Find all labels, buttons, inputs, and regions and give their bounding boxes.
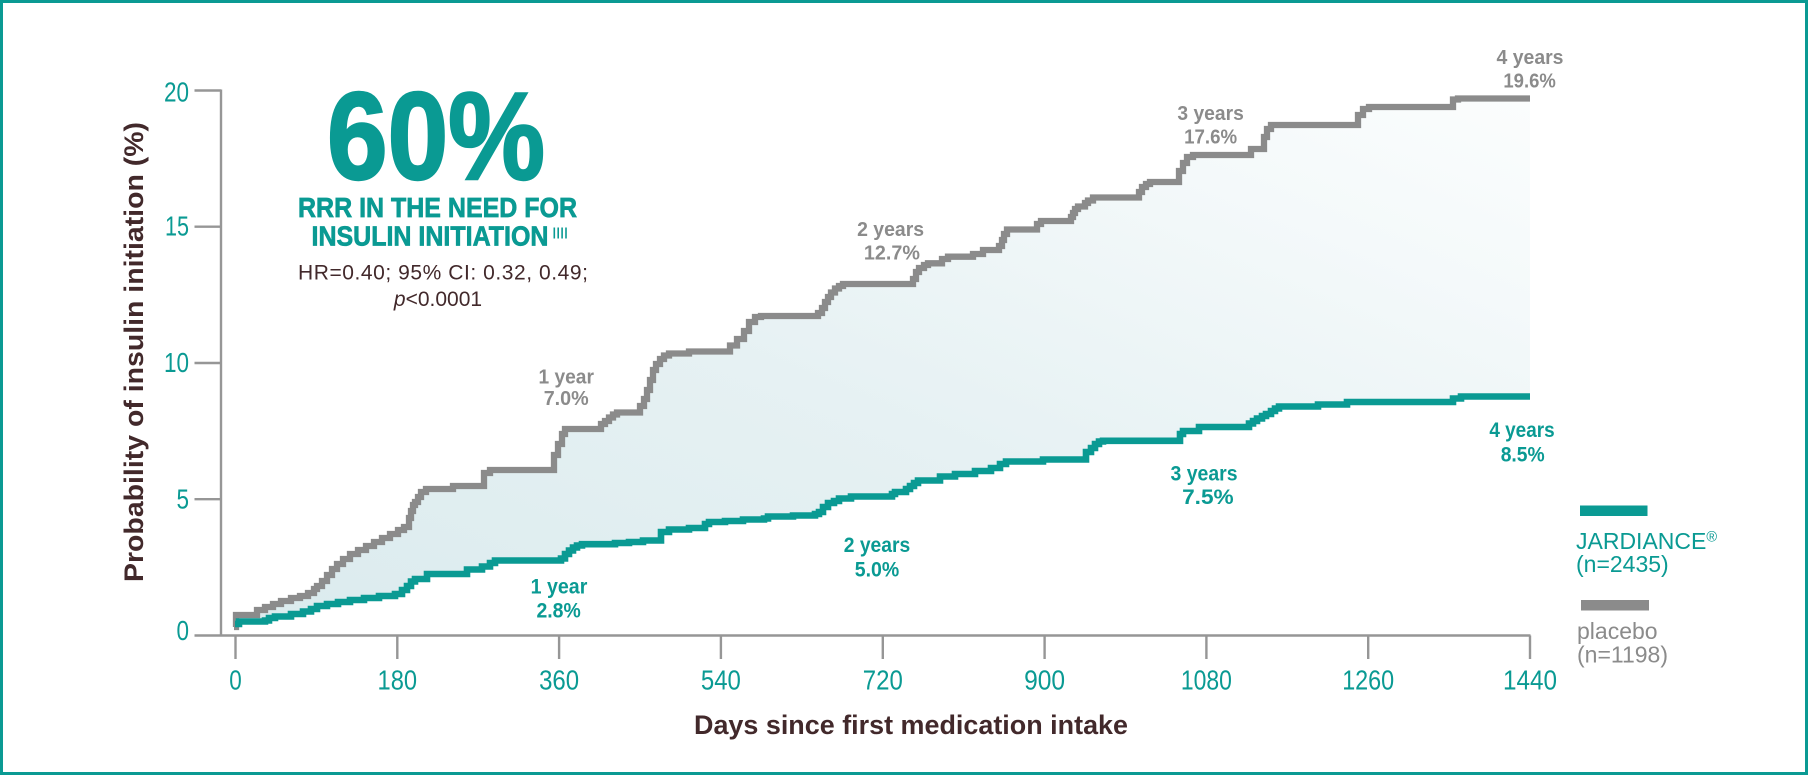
svg-text:p<0.0001: p<0.0001 bbox=[393, 288, 482, 311]
svg-text:15: 15 bbox=[165, 211, 189, 242]
svg-text:3 years: 3 years bbox=[1171, 462, 1238, 485]
svg-text:3 years: 3 years bbox=[1177, 103, 1243, 125]
svg-text:INSULIN INITIATION: INSULIN INITIATION bbox=[312, 221, 549, 252]
svg-text:1 year: 1 year bbox=[538, 367, 594, 389]
svg-text:4 years: 4 years bbox=[1497, 47, 1564, 69]
svg-text:12.7%: 12.7% bbox=[864, 242, 920, 264]
svg-text:2.8%: 2.8% bbox=[536, 599, 581, 622]
svg-text:2 years: 2 years bbox=[844, 534, 911, 557]
svg-text:JARDIANCE®: JARDIANCE® bbox=[1576, 528, 1717, 554]
svg-text:Days since first medication in: Days since first medication intake bbox=[694, 710, 1128, 740]
svg-text:540: 540 bbox=[701, 665, 741, 696]
svg-text:720: 720 bbox=[863, 665, 903, 696]
svg-text:20: 20 bbox=[164, 77, 189, 108]
svg-text:placebo: placebo bbox=[1577, 618, 1658, 644]
svg-text:5: 5 bbox=[177, 484, 190, 515]
svg-text:1260: 1260 bbox=[1342, 665, 1394, 696]
svg-text:HR=0.40; 95% CI: 0.32, 0.49;: HR=0.40; 95% CI: 0.32, 0.49; bbox=[298, 262, 588, 285]
svg-text:0: 0 bbox=[229, 665, 242, 696]
svg-text:5.0%: 5.0% bbox=[855, 559, 900, 582]
svg-text:1080: 1080 bbox=[1181, 665, 1232, 696]
svg-text:4 years: 4 years bbox=[1489, 419, 1554, 442]
svg-text:(n=1198): (n=1198) bbox=[1577, 642, 1668, 668]
svg-text:Probability of insulin initiat: Probability of insulin initiation (%) bbox=[119, 122, 149, 582]
svg-text:60%: 60% bbox=[327, 68, 545, 206]
svg-text:8.5%: 8.5% bbox=[1501, 444, 1545, 467]
svg-text:19.6%: 19.6% bbox=[1503, 70, 1556, 92]
svg-text:1 year: 1 year bbox=[531, 576, 588, 599]
svg-text:0: 0 bbox=[177, 615, 190, 646]
svg-text:RRR IN THE NEED FOR: RRR IN THE NEED FOR bbox=[298, 192, 577, 223]
svg-text:(n=2435): (n=2435) bbox=[1576, 551, 1669, 577]
svg-text:17.6%: 17.6% bbox=[1184, 127, 1237, 149]
svg-text:900: 900 bbox=[1024, 665, 1065, 696]
svg-text:7.5%: 7.5% bbox=[1182, 486, 1234, 509]
svg-text:360: 360 bbox=[539, 665, 579, 696]
svg-text:2 years: 2 years bbox=[857, 219, 924, 241]
svg-text:10: 10 bbox=[164, 347, 189, 378]
svg-text:1440: 1440 bbox=[1503, 665, 1557, 696]
svg-text:180: 180 bbox=[378, 665, 418, 696]
svg-text:7.0%: 7.0% bbox=[544, 388, 589, 410]
